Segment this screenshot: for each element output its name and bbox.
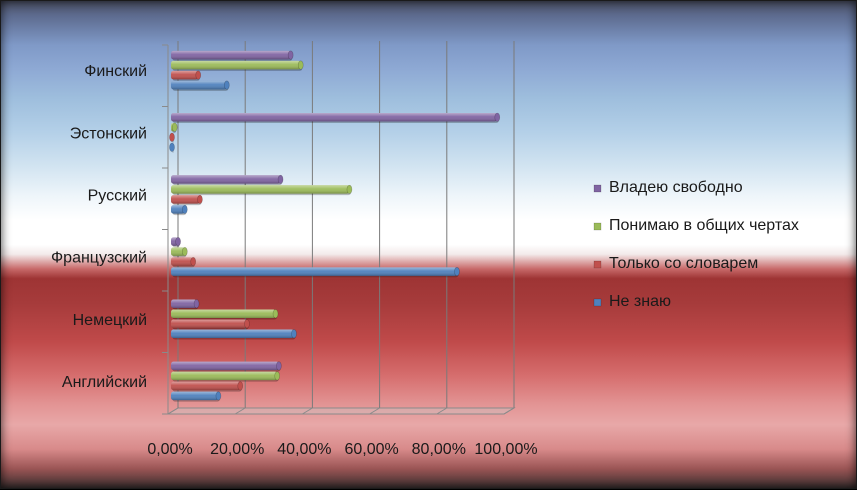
bar-только-со-словарем-русский: [171, 194, 203, 206]
floor-gridline: [302, 407, 313, 415]
x-tick-label: 60,00%: [344, 441, 398, 458]
bar-только-со-словарем-английский: [171, 381, 244, 392]
bar-только-со-словарем-французский: [171, 257, 196, 268]
bar-понимаю-в-общих-чертах-русский: [171, 184, 353, 196]
legend-swatch: [593, 260, 602, 269]
legend-item-понимаю-в-общих-чертах: Понимаю в общих чертах: [593, 217, 799, 234]
x-tick-label: 40,00%: [277, 441, 331, 458]
plot-floor: [162, 44, 516, 415]
bar-владею-свободно-французский: [171, 237, 181, 248]
legend-item-не-знаю: Не знаю: [593, 293, 671, 310]
bar-не-знаю-финский: [171, 80, 230, 91]
bar-только-со-словарем-финский: [171, 70, 202, 81]
category-label: Английский: [62, 374, 147, 391]
legend-label: Только со словарем: [609, 255, 758, 272]
bar-владею-свободно-немецкий: [171, 299, 200, 310]
category-label: Финский: [84, 63, 147, 80]
legend-label: Не знаю: [609, 293, 671, 310]
bar-понимаю-в-общих-чертах-финский: [171, 60, 304, 71]
bar-не-знаю-французский: [171, 267, 460, 278]
bar-владею-свободно-эстонский: [171, 112, 501, 123]
floor-gridline: [369, 407, 380, 415]
legend-swatch: [593, 184, 602, 193]
legend-item-только-со-словарем: Только со словарем: [593, 255, 758, 272]
bar-понимаю-в-общих-чертах-немецкий: [171, 309, 279, 320]
floor-gridline: [167, 407, 179, 415]
legend-label: Понимаю в общих чертах: [609, 217, 799, 234]
bar-не-знаю-эстонский: [169, 142, 175, 153]
x-tick-label: 20,00%: [210, 441, 264, 458]
gridlines: [167, 41, 515, 415]
x-tick-label: 0,00%: [147, 441, 192, 458]
bar-понимаю-в-общих-чертах-эстонский: [171, 122, 178, 133]
bar-понимаю-в-общих-чертах-французский: [171, 247, 188, 258]
bar-только-со-словарем-немецкий: [171, 319, 250, 330]
bar-не-знаю-немецкий: [171, 329, 297, 340]
category-label: Французский: [51, 250, 147, 267]
category-label: Русский: [88, 187, 147, 204]
floor-gridline: [503, 407, 515, 415]
bar-владею-свободно-финский: [171, 50, 294, 61]
x-tick-label: 80,00%: [412, 441, 466, 458]
bar-только-со-словарем-эстонский: [169, 132, 175, 143]
floor-plane: [166, 407, 516, 415]
bar-владею-свободно-английский: [171, 361, 282, 372]
legend-swatch: [593, 222, 602, 231]
legend-swatch: [593, 298, 602, 307]
bar-не-знаю-английский: [171, 391, 222, 402]
floor-gridline: [234, 407, 246, 415]
x-tick-label: 100,00%: [474, 441, 537, 458]
legend-label: Владею свободно: [609, 179, 743, 196]
x-tick-labels: 0,00% 20,00% 40,00% 60,00% 80,00% 100,00%: [147, 441, 537, 458]
bar-владею-свободно-русский: [171, 174, 284, 186]
floor-gridline: [436, 407, 448, 415]
bar-не-знаю-русский: [171, 204, 188, 216]
legend-item-владею-свободно: Владею свободно: [593, 179, 743, 196]
bars: [169, 50, 501, 402]
category-label: Немецкий: [73, 312, 147, 329]
category-label: Эстонский: [70, 125, 147, 142]
legend: Владею свободно Понимаю в общих чертах Тол…: [593, 179, 799, 310]
category-labels: Финский Эстонский Русский Французский Немецк…: [51, 63, 147, 391]
bar-понимаю-в-общих-чертах-английский: [171, 371, 281, 382]
